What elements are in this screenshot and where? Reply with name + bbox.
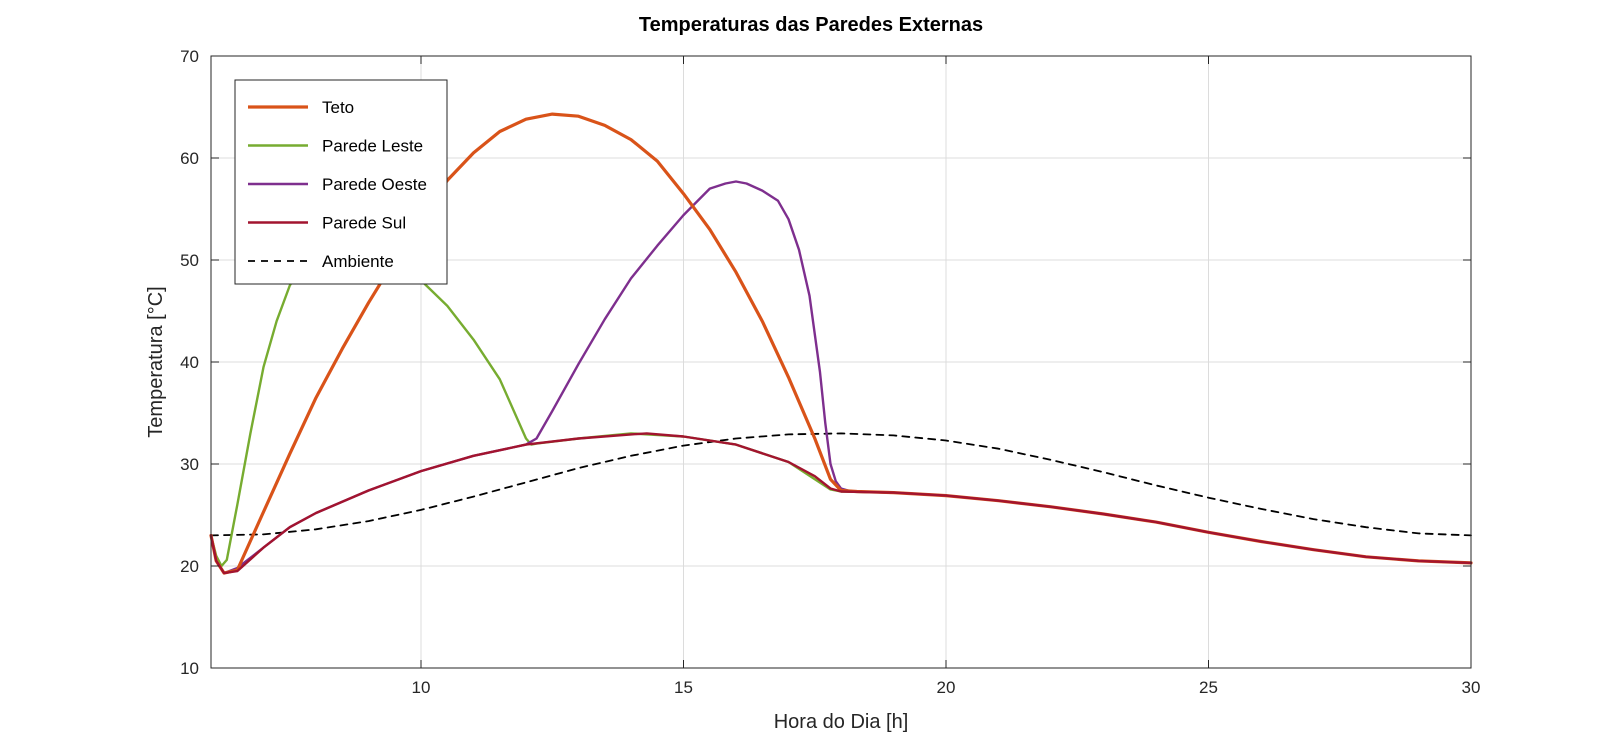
y-tick-label: 30	[180, 455, 199, 474]
series-line-ambiente	[210, 432, 1472, 537]
series-line-parede-leste	[209, 246, 1473, 568]
x-tick-label: 10	[412, 678, 431, 697]
legend-label: Parede Leste	[322, 137, 423, 156]
x-tick-label: 15	[674, 678, 693, 697]
axis-ticks: 10 15 20 25 30 10 20 30 40 50 60 70	[180, 47, 1480, 697]
legend-label: Ambiente	[322, 252, 394, 271]
series-group	[209, 112, 1473, 575]
y-tick-label: 60	[180, 149, 199, 168]
y-tick-label: 20	[180, 557, 199, 576]
legend-label: Parede Oeste	[322, 175, 427, 194]
series-line-parede-sul	[209, 432, 1473, 575]
y-axis-label: Temperatura [°C]	[145, 286, 167, 437]
x-axis-label: Hora do Dia [h]	[774, 711, 909, 733]
x-tick-label: 20	[937, 678, 956, 697]
y-tick-label: 40	[180, 353, 199, 372]
legend-label: Parede Sul	[322, 214, 406, 233]
y-tick-label: 10	[180, 659, 199, 678]
legend: Teto Parede Leste Parede Oeste Parede Sul Am…	[234, 79, 448, 285]
legend-box	[234, 79, 448, 285]
x-tick-label: 25	[1199, 678, 1218, 697]
x-tick-label: 30	[1462, 678, 1481, 697]
legend-label: Teto	[322, 98, 354, 117]
chart-title: Temperaturas das Paredes Externas	[639, 14, 983, 36]
y-tick-label: 70	[180, 47, 199, 66]
y-tick-label: 50	[180, 251, 199, 270]
